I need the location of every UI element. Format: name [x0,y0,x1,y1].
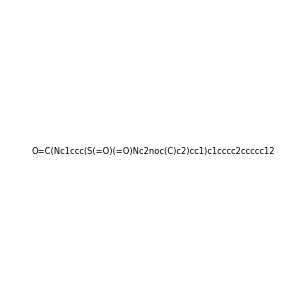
Text: O=C(Nc1ccc(S(=O)(=O)Nc2noc(C)c2)cc1)c1cccc2ccccc12: O=C(Nc1ccc(S(=O)(=O)Nc2noc(C)c2)cc1)c1cc… [32,147,275,156]
